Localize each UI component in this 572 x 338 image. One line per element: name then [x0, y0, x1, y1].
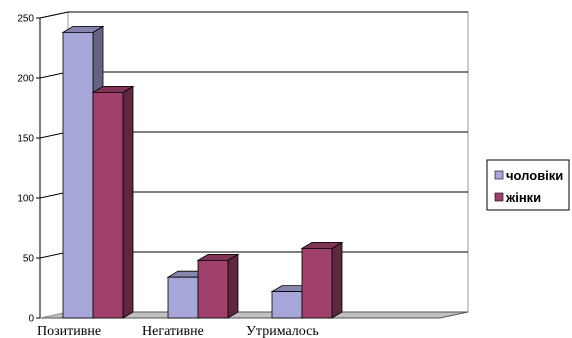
- bar-front: [271, 291, 303, 319]
- bar-front: [167, 276, 199, 319]
- bar-front: [197, 259, 229, 319]
- x-category-label: Негативне: [142, 324, 204, 338]
- legend-label-women: жінки: [505, 190, 541, 205]
- x-category-label: Утрималось: [246, 324, 319, 338]
- bar-front: [92, 92, 124, 319]
- y-tick-label: 250: [17, 14, 34, 25]
- bar: [300, 241, 344, 319]
- gridline: [39, 11, 468, 19]
- legend-label-men: чоловіки: [506, 168, 563, 183]
- bar-side: [331, 241, 343, 319]
- legend: чоловіки жінки: [486, 159, 570, 211]
- plot-wall: [67, 11, 469, 313]
- legend-swatch-men: [494, 170, 504, 180]
- bar-side: [122, 85, 134, 319]
- y-tick-label: 100: [17, 194, 34, 205]
- y-tick-label: 0: [28, 314, 34, 325]
- axes: [36, 17, 41, 319]
- bar-front: [62, 32, 94, 319]
- y-tick-label: 150: [17, 134, 34, 145]
- y-tick-label: 50: [23, 254, 35, 265]
- legend-box: [486, 159, 570, 211]
- axis-labels: 0 50 100 150 200 250 Позитивне Негативне Утримал…: [17, 14, 318, 338]
- bars: [61, 25, 344, 319]
- x-category-label: Позитивне: [37, 324, 101, 338]
- y-tick-label: 200: [17, 74, 34, 85]
- bar-front: [301, 247, 333, 319]
- bar: [196, 253, 240, 319]
- bar: [91, 85, 135, 319]
- gridlines: [39, 11, 469, 319]
- bar-side: [227, 253, 239, 319]
- legend-swatch-women: [494, 192, 504, 202]
